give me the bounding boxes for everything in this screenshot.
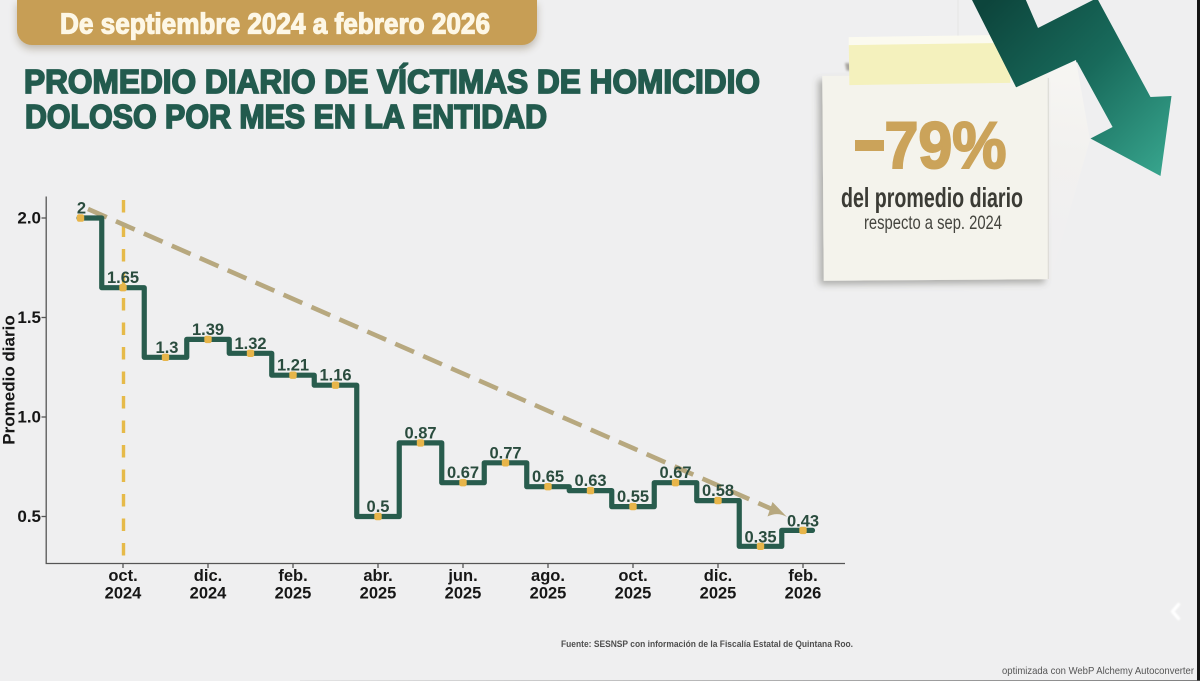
svg-text:del promedio diario: del promedio diario	[841, 182, 1023, 213]
svg-text:0.55: 0.55	[617, 488, 649, 506]
svg-text:2024: 2024	[105, 585, 143, 603]
svg-text:1.3: 1.3	[156, 339, 179, 357]
svg-text:0.43: 0.43	[787, 513, 819, 531]
svg-text:1.39: 1.39	[192, 321, 224, 339]
svg-text:2.0: 2.0	[17, 209, 41, 228]
svg-text:0.77: 0.77	[489, 444, 521, 462]
svg-text:DOLOSO POR MES EN LA ENTIDAD: DOLOSO POR MES EN LA ENTIDAD	[25, 98, 547, 135]
svg-text:0.65: 0.65	[532, 468, 564, 486]
svg-text:ago.: ago.	[531, 567, 565, 585]
svg-text:2025: 2025	[700, 585, 737, 603]
svg-text:2: 2	[77, 200, 86, 218]
svg-text:Promedio diario: Promedio diario	[0, 315, 19, 444]
svg-text:jun.: jun.	[447, 567, 477, 585]
svg-text:Fuente: SESNSP con información: Fuente: SESNSP con información de la Fis…	[561, 639, 853, 649]
svg-text:2025: 2025	[275, 585, 312, 603]
svg-text:0.5: 0.5	[17, 507, 41, 526]
svg-text:0.87: 0.87	[404, 424, 436, 442]
svg-text:dic.: dic.	[704, 567, 732, 585]
svg-text:feb.: feb.	[278, 567, 307, 585]
svg-text:79%: 79%	[885, 108, 1007, 182]
svg-text:2025: 2025	[530, 585, 567, 603]
svg-text:1.16: 1.16	[319, 367, 351, 385]
svg-text:optimizada con WebP Alchemy Au: optimizada con WebP Alchemy Autoconverte…	[1002, 665, 1194, 677]
svg-text:2025: 2025	[445, 585, 482, 603]
svg-text:2025: 2025	[360, 585, 397, 603]
svg-text:2025: 2025	[615, 585, 652, 603]
svg-text:2026: 2026	[785, 585, 822, 603]
svg-text:oct.: oct.	[108, 567, 137, 585]
svg-text:1.5: 1.5	[17, 308, 41, 327]
svg-text:1.65: 1.65	[107, 269, 139, 287]
svg-text:feb.: feb.	[788, 567, 817, 585]
svg-text:De septiembre 2024 a febrero 2: De septiembre 2024 a febrero 2026	[60, 9, 490, 41]
svg-text:0.35: 0.35	[744, 529, 776, 547]
svg-text:1.0: 1.0	[17, 408, 41, 427]
svg-text:0.58: 0.58	[702, 482, 734, 500]
svg-text:2024: 2024	[190, 585, 228, 603]
svg-text:dic.: dic.	[194, 567, 222, 585]
svg-text:0.67: 0.67	[659, 464, 691, 482]
svg-text:1.32: 1.32	[234, 335, 266, 353]
svg-text:1.21: 1.21	[277, 357, 309, 375]
svg-text:0.63: 0.63	[574, 472, 606, 490]
svg-text:PROMEDIO DIARIO DE VÍCTIMAS DE: PROMEDIO DIARIO DE VÍCTIMAS DE HOMICIDIO	[24, 63, 760, 100]
svg-text:0.67: 0.67	[447, 464, 479, 482]
svg-text:abr.: abr.	[363, 567, 392, 585]
svg-text:oct.: oct.	[618, 567, 647, 585]
svg-text:respecto a sep. 2024: respecto a sep. 2024	[864, 212, 1002, 234]
svg-text:0.5: 0.5	[367, 498, 390, 516]
